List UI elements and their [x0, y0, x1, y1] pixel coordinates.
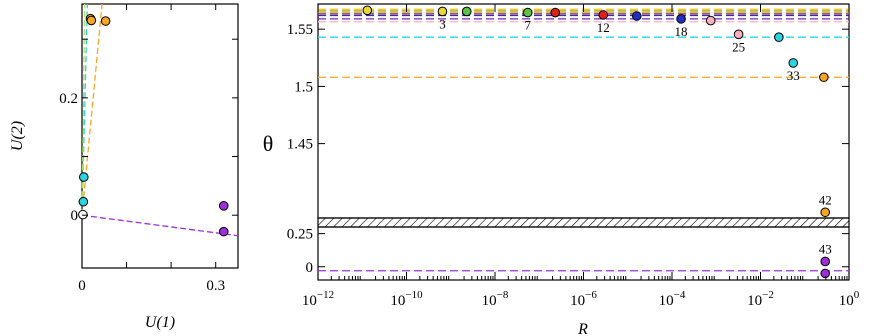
left-fit-lines	[81, 3, 239, 237]
left-y-tick-label-2: 0.2	[59, 91, 78, 107]
right-x-tick-label-5: 10−2	[747, 289, 774, 309]
upper-point-3	[522, 7, 533, 18]
lower-data-points: 43	[819, 241, 832, 279]
upper-point-5	[598, 10, 609, 20]
upper-point-12	[819, 72, 829, 83]
left-point-4	[78, 196, 89, 207]
upper-point-label-7: 18	[675, 24, 688, 39]
left-y-tick-label-0: 0	[71, 208, 79, 224]
upper-y-tick-label-1: 1.5	[294, 79, 313, 95]
right-x-tick-label-3: 10−6	[570, 289, 597, 309]
right-y-axis-label: θ	[263, 131, 274, 156]
left-y-ticks: 00.2	[59, 38, 238, 224]
lower-point-0	[820, 256, 831, 267]
lower-y-tick-label-1: 0.25	[287, 227, 313, 243]
lower-point-label-0: 43	[819, 241, 832, 256]
lower-y-tick-label-0: 0	[306, 260, 314, 276]
upper-reference-lines	[318, 8, 849, 78]
upper-point-7	[676, 14, 686, 24]
right-x-tick-label-4: 10−4	[659, 289, 686, 309]
left-fit-line-3	[81, 214, 239, 237]
right-x-tick-label-2: 10−8	[482, 289, 509, 309]
lower-y-ticks: 00.25	[287, 227, 849, 276]
lower-point-1	[820, 268, 831, 279]
right-x-tick-label-1: 10−10	[390, 289, 423, 309]
upper-point-label-13: 42	[819, 192, 832, 207]
upper-point-6	[631, 11, 642, 21]
right-x-tick-label-0: 10−12	[302, 289, 334, 309]
upper-point-label-1: 3	[439, 16, 446, 31]
axis-break-band	[317, 217, 850, 228]
upper-y-tick-label-0: 1.45	[287, 137, 313, 153]
upper-point-8	[705, 15, 716, 26]
left-plot-frame	[81, 3, 239, 269]
right-x-axis-label: R	[577, 321, 588, 336]
upper-point-label-11: 33	[787, 68, 800, 83]
upper-point-11	[788, 58, 799, 68]
upper-point-4	[550, 7, 561, 18]
upper-point-9	[733, 29, 744, 40]
left-x-axis-label: U(1)	[145, 314, 175, 331]
left-x-tick-label-1: 0.3	[206, 278, 225, 294]
upper-point-label-9: 25	[732, 39, 745, 54]
upper-y-tick-label-2: 1.55	[287, 22, 313, 38]
upper-point-13	[820, 207, 831, 218]
left-point-2	[100, 16, 111, 26]
right-x-tick-label-6: 100	[839, 289, 860, 309]
left-y-axis-label: U(2)	[9, 121, 26, 151]
upper-point-label-5: 12	[597, 20, 610, 35]
upper-point-2	[461, 6, 472, 17]
upper-point-label-3: 7	[525, 18, 532, 33]
upper-data-points: 3 7 12 18 25 33 42	[362, 5, 832, 218]
left-x-ticks: 0 0.3	[78, 4, 225, 294]
upper-y-ticks: 1.45 1.5 1.55	[287, 22, 849, 153]
left-point-6	[218, 201, 229, 211]
left-scatter-panel: 0 0.3 00.2 U(1) U(2)	[9, 3, 239, 331]
upper-plot-frame	[317, 3, 850, 219]
left-point-7	[218, 226, 229, 237]
upper-point-10	[774, 32, 784, 42]
left-point-3	[78, 172, 89, 182]
upper-point-1	[437, 6, 448, 17]
left-point-5	[78, 209, 88, 220]
left-point-1	[86, 15, 97, 26]
upper-point-0	[362, 5, 373, 16]
right-x-ticks: 10−12 10−10 10−8 10−6 10−4 10−2 100	[302, 4, 860, 309]
left-data-points	[78, 13, 229, 237]
left-x-tick-label-0: 0	[78, 278, 86, 294]
left-fit-line-0	[81, 3, 103, 216]
